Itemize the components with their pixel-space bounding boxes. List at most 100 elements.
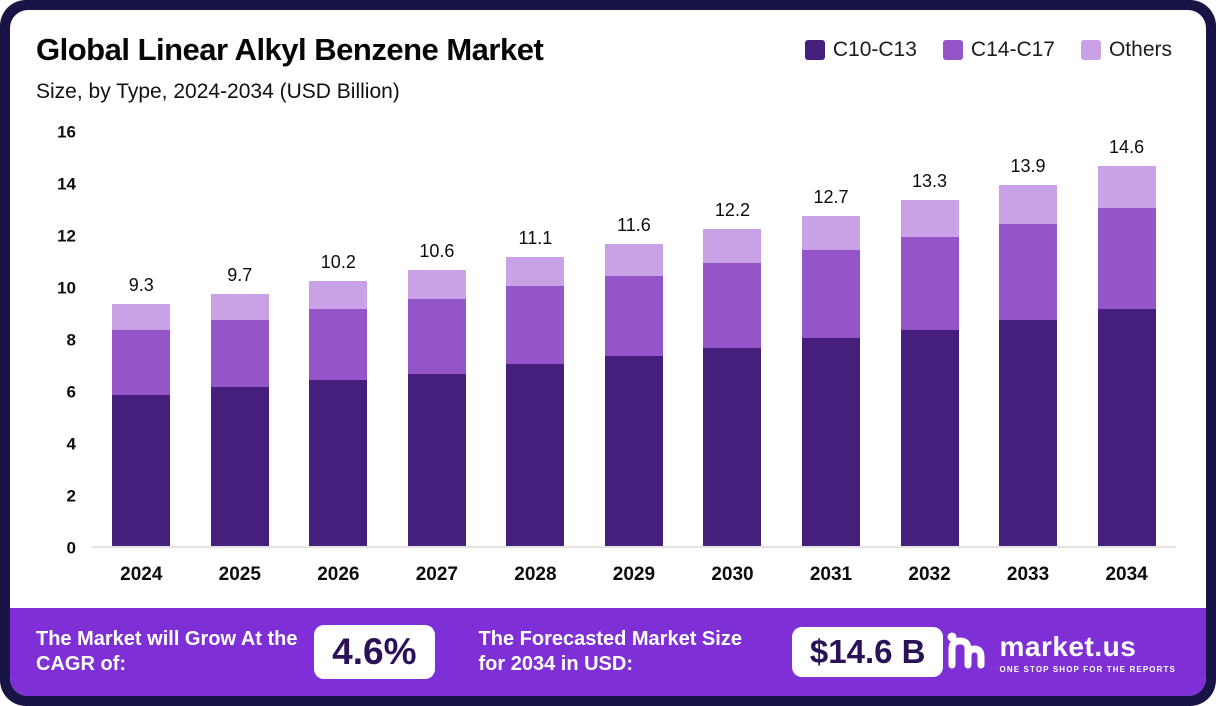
bar-segment-others (900, 200, 959, 237)
bar-segment-others (801, 215, 860, 250)
y-tick-label: 10 (57, 278, 76, 298)
forecast-value-badge: $14.6 B (791, 627, 944, 677)
bar-column-2026: 10.2 (309, 251, 368, 546)
brand-text: market.us ONE STOP SHOP FOR THE REPORTS (999, 631, 1176, 674)
y-tick-label: 8 (66, 330, 76, 350)
legend-swatch (1080, 40, 1101, 60)
bar-segment-c14-c17 (999, 223, 1058, 320)
cagr-value-badge: 4.6% (314, 625, 435, 679)
bar-column-2028: 11.1 (506, 228, 565, 546)
y-tick-label: 14 (57, 174, 76, 194)
bar-total-label: 14.6 (1109, 137, 1145, 158)
bar-segment-others (112, 304, 171, 331)
x-axis-label: 2026 (317, 564, 360, 585)
bar-column-2029: 11.6 (604, 215, 663, 546)
bar-segment-others (999, 184, 1058, 224)
x-axis-label: 2031 (809, 564, 853, 585)
x-axis-label: 2028 (514, 564, 557, 585)
bar-segment-c14-c17 (1097, 208, 1156, 310)
bar-column-2032: 13.3 (900, 171, 959, 546)
legend-swatch (942, 40, 963, 60)
bar-column-2030: 12.2 (703, 199, 762, 546)
legend-item-c14-c17: C14-C17 (942, 38, 1055, 62)
y-tick-label: 0 (66, 538, 76, 558)
bar-segment-c10-c13 (309, 379, 368, 546)
legend-label: C10-C13 (832, 38, 917, 61)
bar-segment-c10-c13 (604, 356, 663, 546)
legend: C10-C13 C14-C17 Others (804, 38, 1172, 62)
forecast-label: The Forecasted Market Size for 2034 in U… (478, 628, 742, 675)
legend-item-others: Others (1080, 38, 1172, 62)
plot-area: 0 2 4 6 8 10 12 14 16 9.3 9.7 10.2 10.6 11.1 11.6 12.2… (36, 124, 1176, 557)
bar-total-label: 11.6 (617, 215, 651, 236)
bar-segment-c10-c13 (210, 387, 269, 546)
bar-total-label: 10.2 (320, 251, 356, 272)
brand-logo: market.us ONE STOP SHOP FOR THE REPORTS (943, 627, 1180, 678)
bar-segment-c10-c13 (703, 348, 762, 546)
bar-column-2034: 14.6 (1097, 137, 1156, 546)
header-row: Global Linear Alkyl Benzene Market C10-C… (36, 26, 1176, 68)
bar-segment-c10-c13 (112, 395, 171, 546)
y-tick-label: 4 (66, 434, 76, 454)
bar-total-label: 10.6 (419, 241, 455, 262)
bar-column-2027: 10.6 (407, 241, 466, 546)
bar-segment-c14-c17 (112, 330, 171, 396)
bar-total-label: 9.7 (227, 264, 253, 285)
bar-column-2024: 9.3 (112, 275, 171, 546)
bar-column-2031: 12.7 (801, 186, 860, 546)
bar-total-label: 12.7 (813, 186, 849, 207)
bars: 9.3 9.7 10.2 10.6 11.1 11.6 12.2 12.7 13.3 13.9 14… (92, 130, 1176, 548)
bar-segment-c14-c17 (604, 275, 663, 357)
bar-segment-c14-c17 (210, 319, 269, 388)
x-axis-label: 2024 (120, 564, 163, 585)
x-axis-label: 2030 (711, 564, 754, 585)
bar-total-label: 13.3 (911, 171, 948, 192)
brand-name: market.us (999, 630, 1137, 662)
y-tick-label: 16 (57, 122, 76, 142)
page-title: Global Linear Alkyl Benzene Market (36, 32, 544, 67)
bar-segment-c10-c13 (506, 364, 565, 546)
chart-card: Global Linear Alkyl Benzene Market C10-C… (10, 10, 1206, 696)
market-us-logo-icon (943, 627, 989, 678)
x-axis-label: 2029 (612, 564, 656, 585)
bar-total-label: 12.2 (714, 199, 750, 220)
bar-segment-c10-c13 (900, 330, 959, 546)
bar-total-label: 9.3 (128, 275, 154, 296)
bar-segment-c14-c17 (801, 249, 860, 338)
bar-column-2025: 9.7 (210, 264, 269, 546)
bar-segment-c10-c13 (801, 338, 860, 546)
x-axis-label: 2033 (1006, 564, 1050, 585)
bar-segment-others (1097, 166, 1156, 209)
bar-column-2033: 13.9 (999, 155, 1058, 546)
brand-tagline: ONE STOP SHOP FOR THE REPORTS (999, 664, 1176, 674)
bar-total-label: 11.1 (518, 228, 553, 249)
cagr-label: The Market will Grow At the CAGR of: (36, 628, 298, 675)
legend-label: C14-C17 (970, 38, 1055, 61)
bar-segment-others (604, 244, 663, 276)
bar-segment-others (210, 293, 269, 320)
chart-subtitle: Size, by Type, 2024-2034 (USD Billion) (36, 80, 400, 103)
bar-segment-c10-c13 (999, 319, 1058, 546)
bar-segment-c10-c13 (1097, 309, 1156, 546)
bar-segment-others (506, 257, 565, 286)
stacked-bar-chart: 0 2 4 6 8 10 12 14 16 9.3 9.7 10.2 10.6 11.1 11.6 12.2… (36, 124, 1176, 586)
chart-section: Global Linear Alkyl Benzene Market C10-C… (10, 10, 1206, 608)
bar-segment-c14-c17 (506, 286, 565, 364)
bar-total-label: 13.9 (1010, 155, 1046, 176)
x-axis-label: 2034 (1105, 564, 1148, 585)
bar-segment-others (703, 228, 762, 263)
bar-segment-c14-c17 (703, 262, 762, 349)
y-axis: 0 2 4 6 8 10 12 14 16 (36, 124, 92, 557)
bar-segment-c14-c17 (900, 236, 959, 331)
legend-swatch (804, 40, 825, 60)
x-axis: 2024 2025 2026 2027 2028 2029 2030 2031 2032 2033… (92, 564, 1176, 586)
legend-item-c10-c13: C10-C13 (804, 38, 917, 62)
bar-segment-others (407, 270, 466, 300)
y-tick-label: 6 (66, 382, 76, 402)
y-tick-label: 2 (66, 486, 76, 506)
x-axis-label: 2025 (218, 564, 261, 585)
bar-segment-c10-c13 (407, 374, 466, 546)
x-axis-label: 2027 (415, 564, 458, 585)
x-axis-label: 2032 (908, 564, 951, 585)
